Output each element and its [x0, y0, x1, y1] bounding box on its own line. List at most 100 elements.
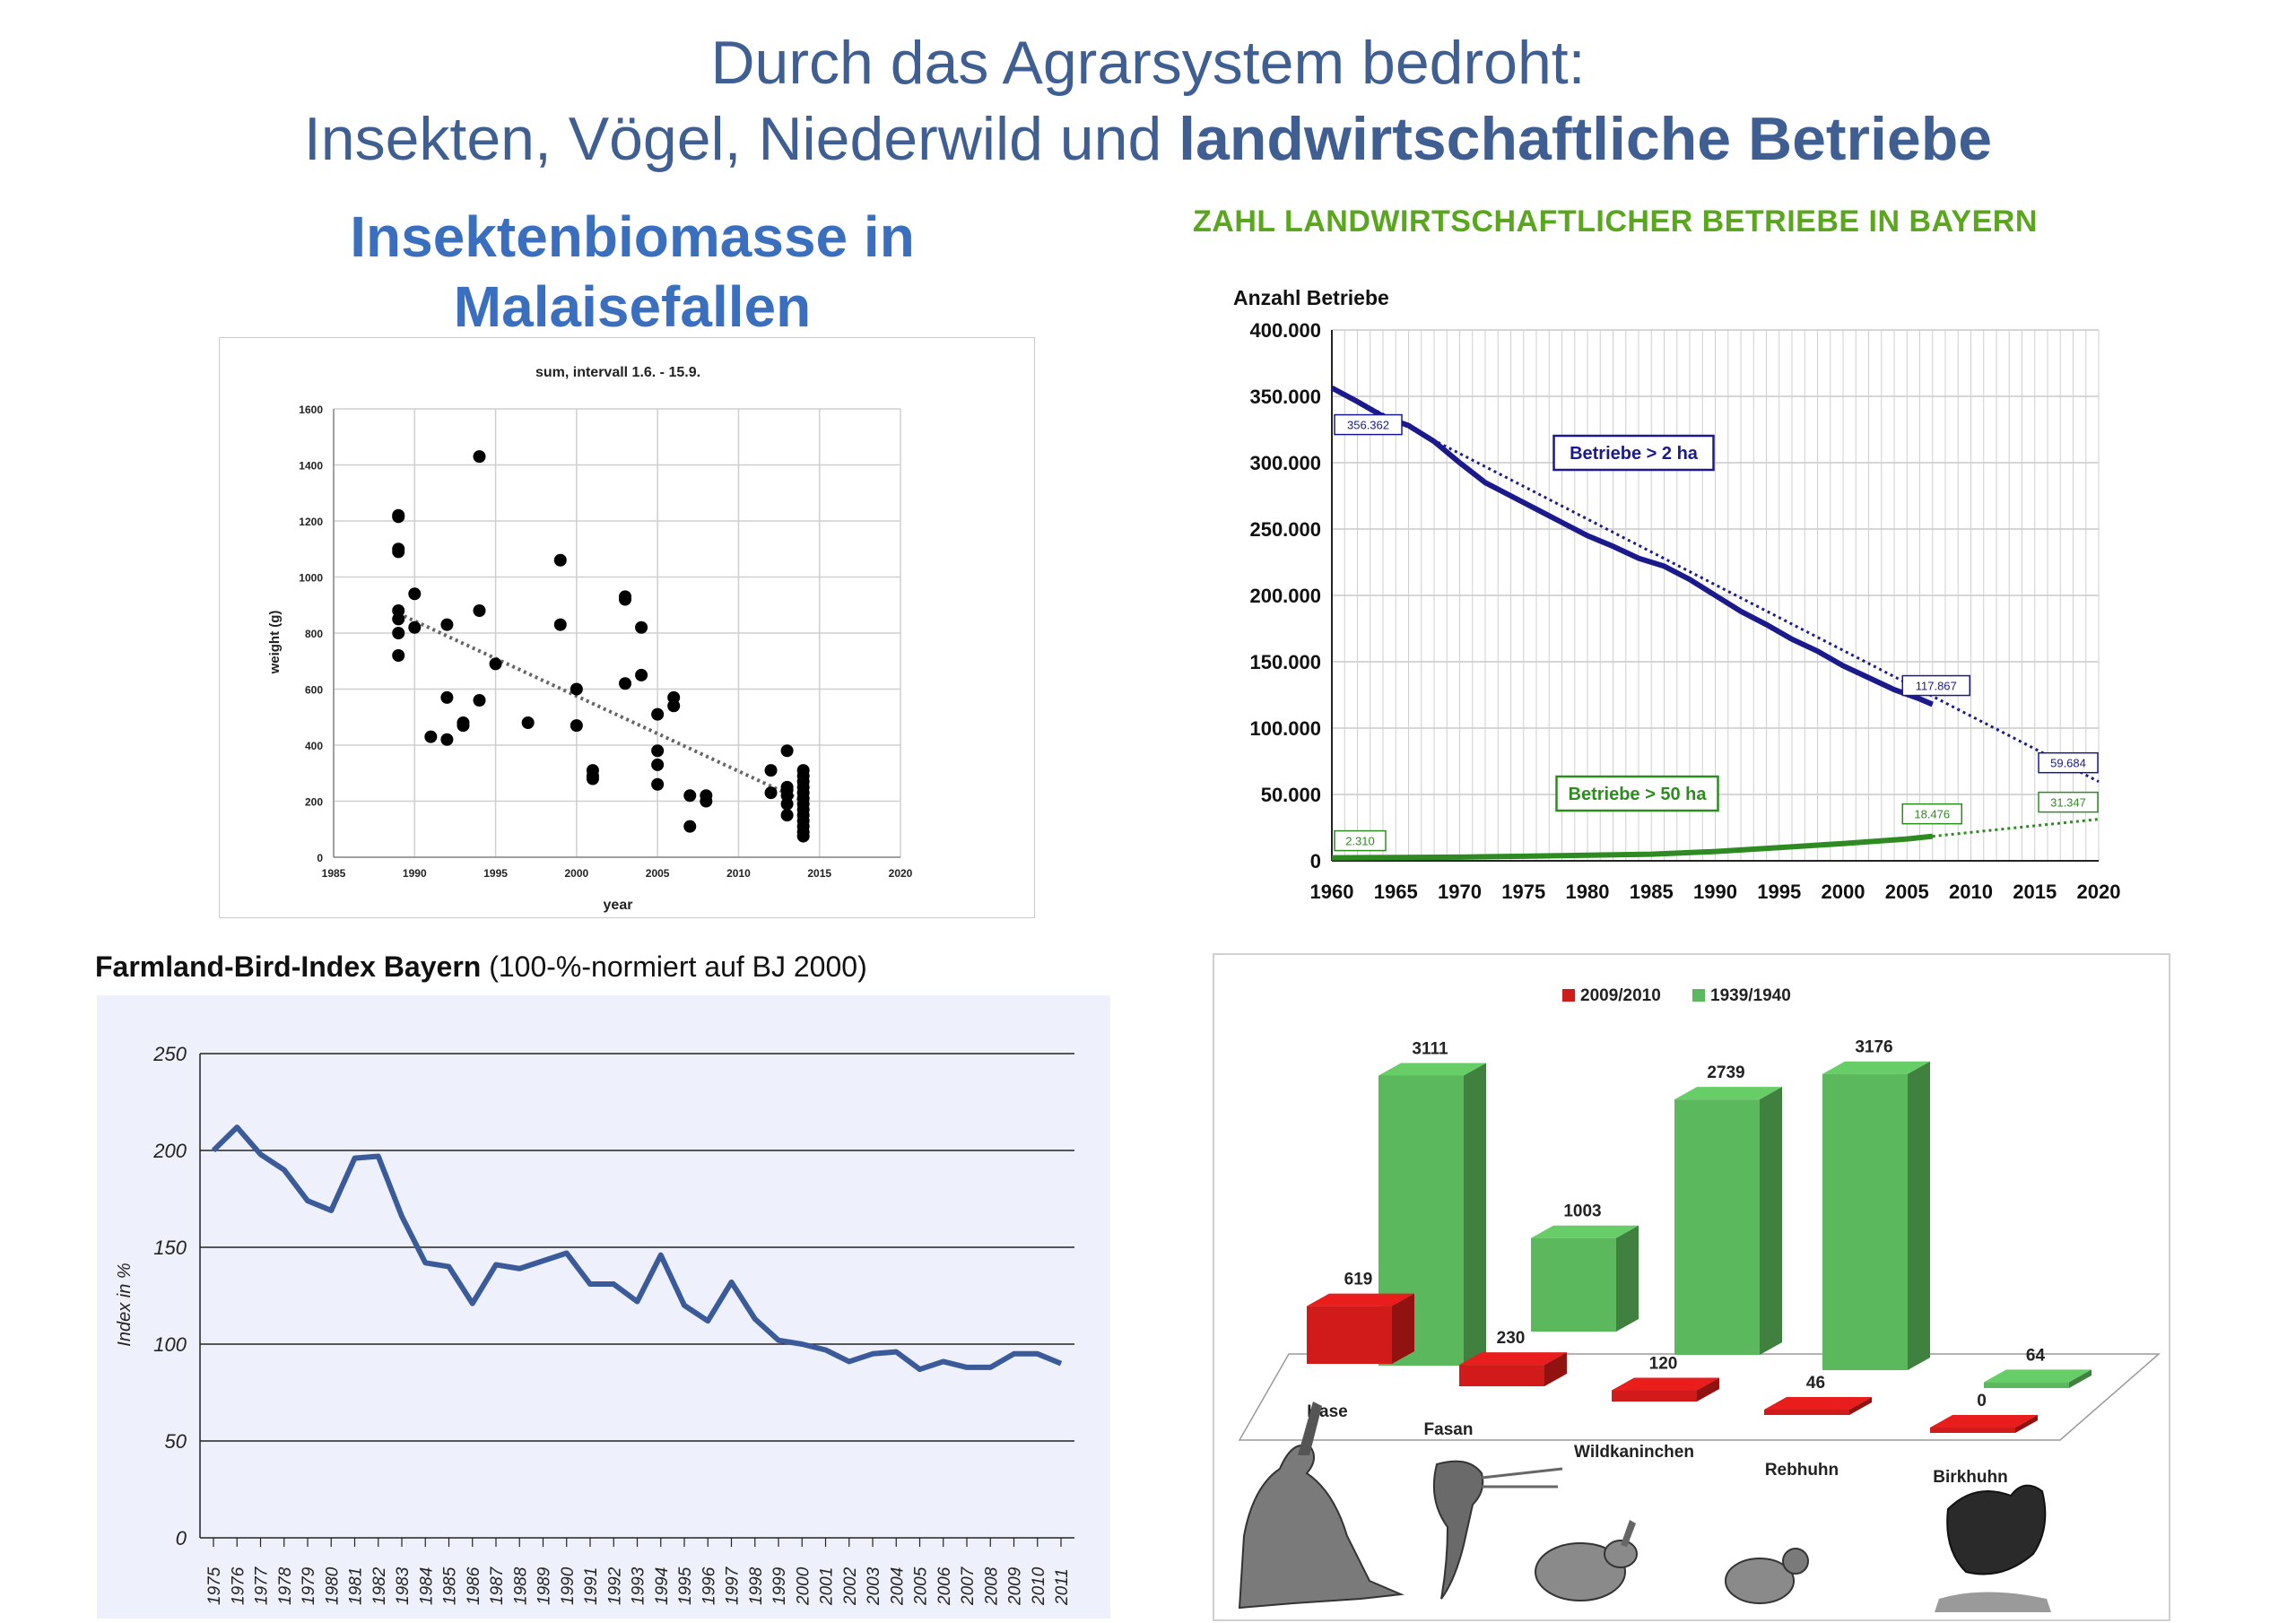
- niederwild-bar-chart: 2009/2010 1939/1940 3111 619 1003 230 2739 120 3…: [1213, 953, 2170, 1621]
- insect-data-point: [651, 707, 665, 721]
- bird-x-tick: 2005: [912, 1567, 931, 1606]
- rebhuhn-illustration: [1725, 1548, 1809, 1604]
- betriebe-x-tick: 1985: [1630, 881, 1674, 903]
- insect-data-point: [586, 772, 599, 785]
- bird-x-tick: 2011: [1053, 1568, 1072, 1606]
- bird-x-tick: 1990: [559, 1567, 578, 1605]
- bird-x-tick: 1985: [441, 1567, 460, 1605]
- insect-data-point: [796, 829, 810, 843]
- insect-data-point: [553, 553, 567, 567]
- slide-title-line1: Durch das Agrarsystem bedroht:: [710, 29, 1586, 97]
- insect-y-tick: 1200: [299, 516, 323, 528]
- bar-2009-rebhuhn-top: [1764, 1397, 1872, 1410]
- bird-x-tick: 2010: [1030, 1567, 1048, 1606]
- betriebe-line-chart: Anzahl Betriebe 0 50.000 100.000 150.000 200…: [1233, 286, 2121, 903]
- betriebe-x-tick: 2005: [1885, 881, 1929, 903]
- bird-index-line: [211, 1124, 1063, 1373]
- insect-data-point: [764, 764, 778, 777]
- bird-x-tick: 2003: [865, 1567, 883, 1606]
- insect-data-point: [764, 786, 778, 800]
- betriebe-y-tick: 100.000: [1249, 717, 1321, 740]
- bird-x-tick: 1989: [535, 1567, 554, 1605]
- bar-2009-wildkaninchen-top: [1612, 1377, 1719, 1391]
- hase-illustration: [1238, 1402, 1405, 1610]
- insect-data-point: [408, 587, 422, 601]
- bird-x-tick: 1986: [465, 1567, 483, 1605]
- insect-data-point: [651, 777, 665, 791]
- bird-x-tick: 1977: [253, 1566, 272, 1605]
- insect-data-point: [553, 618, 567, 631]
- bar-1939-birkhuhn-top: [1984, 1369, 2092, 1383]
- betriebe-y-tick: 150.000: [1249, 651, 1321, 673]
- insect-y-tick: 400: [305, 740, 323, 752]
- betriebe-x-tick: 1975: [1501, 881, 1545, 903]
- bird-x-tick: 1993: [630, 1567, 648, 1605]
- bar-1939-wildkaninchen-top: [1674, 1087, 1782, 1100]
- betriebe-x-tick: 1990: [1693, 881, 1737, 903]
- bird-x-tick: 1983: [394, 1567, 413, 1605]
- insect-data-point: [392, 545, 405, 559]
- bar-1939-hase-top: [1378, 1063, 1486, 1076]
- bar-2009-birkhuhn-value: 0: [1977, 1392, 1987, 1410]
- bird-index-heading: Farmland-Bird-Index Bayern (100-%-normie…: [95, 950, 867, 984]
- bird-x-tick: 2004: [888, 1567, 907, 1606]
- insect-data-point: [440, 618, 454, 631]
- bar-1939-fasan-top: [1531, 1225, 1639, 1238]
- title-line2-bold: landwirtschaftliche Betriebe: [1178, 105, 1993, 173]
- legend-2009-label: 2009/2010: [1580, 986, 1661, 1005]
- betriebe-label-50ha-2007-box: [1901, 803, 1962, 825]
- betriebe-series-line: [1331, 833, 1934, 861]
- bird-x-tick: 1997: [724, 1566, 743, 1605]
- insect-y-tick: 1400: [299, 460, 323, 473]
- insect-data-point: [683, 789, 697, 803]
- legend-1939-swatch: [1692, 989, 1705, 1002]
- betriebe-x-tick: 1995: [1757, 881, 1801, 903]
- bird-x-tick: 1987: [488, 1566, 507, 1605]
- bar-1939-birkhuhn: [1984, 1382, 2069, 1388]
- insect-data-point: [780, 744, 794, 758]
- insect-x-tick: 1995: [483, 867, 508, 880]
- bird-x-tick: 2008: [982, 1567, 1001, 1606]
- bird-index-title-bold: Farmland-Bird-Index Bayern: [95, 950, 482, 983]
- betriebe-x-tick: 2000: [1822, 881, 1866, 903]
- bar-2009-wildkaninchen: [1612, 1390, 1697, 1402]
- insect-heading-line1: Insektenbiomasse in: [350, 204, 915, 269]
- insect-data-point: [521, 716, 535, 729]
- betriebe-y-tick: 350.000: [1249, 386, 1321, 408]
- bar-2009-birkhuhn-side: [2015, 1415, 2038, 1433]
- bird-x-tick: 2001: [818, 1567, 837, 1606]
- bird-y-tick: 250: [152, 1043, 187, 1065]
- insect-data-point: [489, 657, 502, 671]
- insect-x-tick: 2020: [889, 867, 913, 880]
- betriebe-label-50ha-1960: 2.310: [1345, 835, 1375, 848]
- bird-x-tick: 2007: [959, 1566, 978, 1606]
- insect-x-tick: 1990: [403, 867, 427, 880]
- betriebe-label-50ha-2007: 18.476: [1914, 808, 1950, 821]
- bar-1939-hase-value: 3111: [1412, 1039, 1448, 1058]
- bird-y-tick: 200: [152, 1140, 187, 1162]
- bird-x-tick: 1979: [300, 1567, 318, 1605]
- insect-y-tick: 1000: [299, 572, 323, 585]
- bar-2009-hase-top: [1307, 1293, 1414, 1306]
- insect-data-point: [780, 797, 794, 811]
- insect-x-tick: 2015: [807, 867, 831, 880]
- insect-data-point: [635, 668, 648, 681]
- betriebe-y-tick: 400.000: [1249, 319, 1321, 342]
- insect-x-tick: 2000: [565, 867, 589, 880]
- bar-2009-birkhuhn: [1930, 1428, 2015, 1433]
- slide-title-line2: Insekten, Vögel, Niederwild und landwirt…: [0, 103, 2296, 175]
- betriebe-y-tick: 50.000: [1261, 784, 1321, 806]
- betriebe-50ha-legend-box: [1555, 775, 1719, 812]
- bird-x-tick: 1982: [370, 1567, 389, 1605]
- insect-data-point: [635, 621, 648, 634]
- betriebe-x-tick: 2020: [2077, 881, 2121, 903]
- bird-x-tick: 1975: [205, 1567, 224, 1605]
- betriebe-x-tick: 1980: [1566, 881, 1610, 903]
- title-line2-prefix: Insekten, Vögel, Niederwild und: [303, 105, 1179, 173]
- bird-y-label: Index in %: [115, 1263, 135, 1346]
- betriebe-2ha-legend-box: [1552, 434, 1715, 472]
- bird-x-tick: 1984: [417, 1567, 436, 1605]
- insect-data-point: [424, 730, 438, 743]
- bird-x-tick: 1999: [770, 1567, 789, 1605]
- betriebe-label-2007-box: [1901, 674, 1970, 697]
